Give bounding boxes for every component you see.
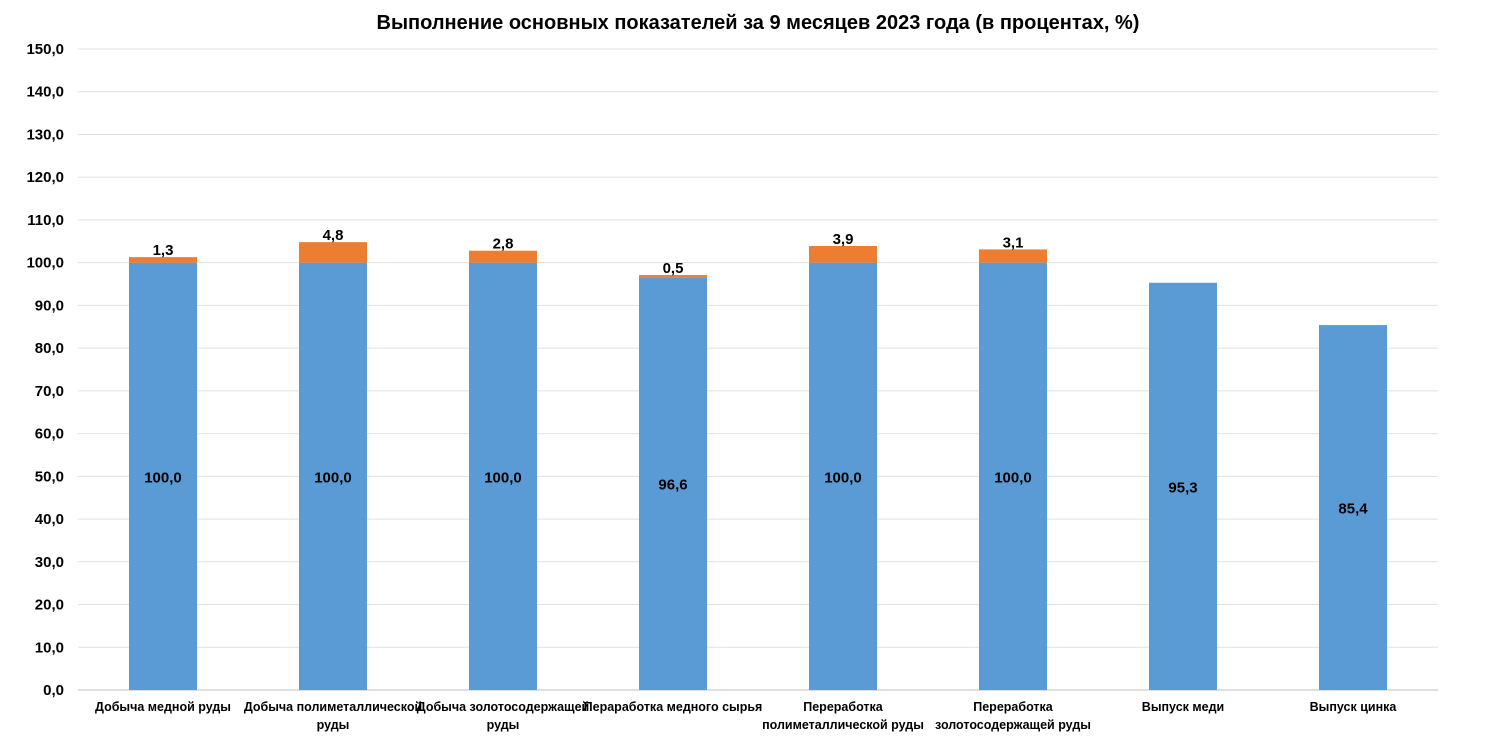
y-tick-label: 30,0 — [35, 554, 64, 571]
x-category-label: Добыча медной руды — [95, 700, 231, 714]
x-category-label: золотосодержащей руды — [935, 718, 1091, 732]
y-tick-label: 100,0 — [26, 255, 64, 272]
data-label: 96,6 — [658, 477, 687, 494]
y-tick-label: 40,0 — [35, 511, 64, 528]
data-label: 100,0 — [314, 469, 352, 486]
data-label: 4,8 — [323, 227, 344, 244]
data-label: 3,9 — [833, 231, 854, 248]
bar-main-segment — [129, 262, 197, 690]
data-label: 100,0 — [994, 469, 1032, 486]
y-tick-label: 0,0 — [43, 682, 64, 699]
bar-extra-segment — [129, 257, 197, 263]
data-label: 2,8 — [493, 236, 514, 253]
bar-extra-segment — [979, 249, 1047, 263]
bar-main-segment — [979, 262, 1047, 690]
data-label: 95,3 — [1168, 479, 1197, 496]
x-category-label: Переработка — [803, 700, 884, 714]
data-label: 1,3 — [153, 242, 174, 259]
x-category-label: руды — [487, 718, 520, 732]
bar-extra-segment — [299, 242, 367, 263]
x-category-label: полиметаллической руды — [762, 718, 924, 732]
x-category-label: Переработка — [973, 700, 1054, 714]
data-labels: 100,0 1,3 100,0 4,8 100,0 2,8 96,6 0,5 100,0 3,9 1… — [144, 227, 1368, 517]
bar-main-segment — [1149, 282, 1217, 690]
x-category-label: Добыча полиметаллической — [244, 700, 422, 714]
x-category-label: Выпуск меди — [1142, 700, 1224, 714]
chart-title: Выполнение основных показателей за 9 мес… — [377, 12, 1140, 34]
bars — [129, 242, 1387, 690]
y-tick-label: 70,0 — [35, 383, 64, 400]
bar-main-segment — [299, 262, 367, 690]
x-category-label: Перaработка медного сырья — [584, 700, 763, 714]
data-label: 3,1 — [1003, 234, 1024, 251]
bar-main-segment — [469, 262, 537, 690]
y-tick-label: 80,0 — [35, 340, 64, 357]
y-tick-label: 110,0 — [27, 212, 64, 229]
bar-extra-segment — [469, 250, 537, 263]
y-tick-label: 150,0 — [26, 41, 64, 58]
y-tick-label: 130,0 — [26, 126, 64, 143]
data-label: 100,0 — [824, 469, 862, 486]
bar-main-segment — [639, 277, 707, 690]
x-axis-categories: Добыча медной руды Добыча полиметаллическ… — [95, 700, 1397, 732]
data-label: 100,0 — [144, 469, 182, 486]
y-tick-label: 50,0 — [35, 468, 64, 485]
x-category-label: Добыча золотосодержащей — [417, 700, 589, 714]
y-tick-label: 10,0 — [35, 639, 64, 656]
x-category-label: руды — [317, 718, 350, 732]
y-tick-label: 20,0 — [35, 597, 64, 614]
bar-main-segment — [1319, 325, 1387, 690]
bar-extra-segment — [809, 246, 877, 263]
data-label: 0,5 — [663, 260, 684, 277]
x-category-label: Выпуск цинка — [1310, 700, 1398, 714]
y-tick-label: 140,0 — [26, 84, 64, 101]
bar-extra-segment — [639, 275, 707, 278]
y-tick-label: 120,0 — [26, 169, 64, 186]
y-tick-label: 60,0 — [35, 426, 64, 443]
y-tick-label: 90,0 — [35, 297, 64, 314]
data-label: 100,0 — [484, 469, 522, 486]
gridlines — [78, 48, 1438, 691]
bar-main-segment — [809, 262, 877, 690]
data-label: 85,4 — [1338, 501, 1368, 518]
y-axis-ticks: 0,0 10,0 20,0 30,0 40,0 50,0 60,0 70,0 80,0 90,0 1… — [26, 41, 64, 699]
